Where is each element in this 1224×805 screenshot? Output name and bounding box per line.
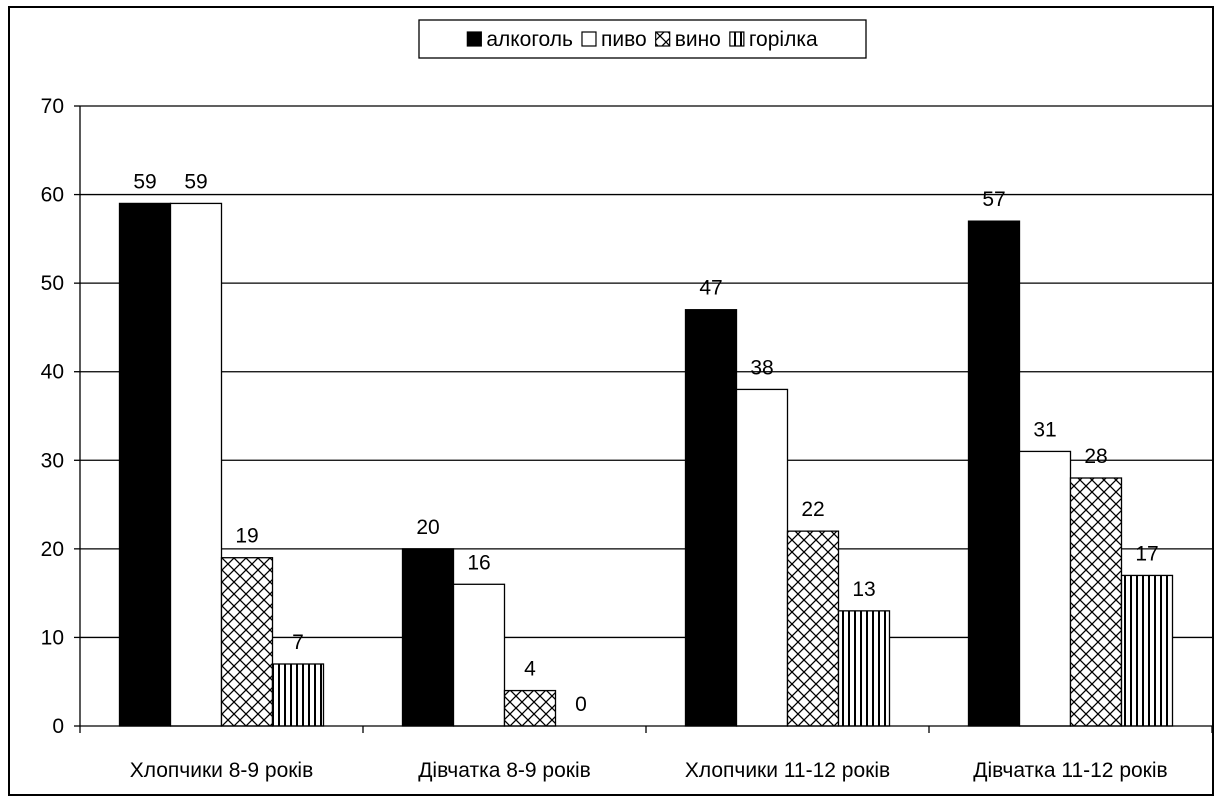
- data-label: 4: [524, 658, 536, 681]
- bars: [118, 202, 1174, 727]
- bar-горілка: [271, 663, 325, 727]
- bar-вино: [503, 689, 557, 727]
- y-tick-label: 60: [41, 184, 64, 207]
- data-label: 7: [292, 631, 304, 654]
- data-label: 38: [750, 356, 773, 379]
- legend-swatch-вино: [655, 31, 671, 47]
- data-label: 20: [416, 516, 439, 539]
- x-category-label: Дівчатка 8-9 років: [418, 759, 591, 782]
- data-label: 13: [852, 578, 875, 601]
- y-tick-label: 40: [41, 361, 64, 384]
- data-label: 57: [982, 188, 1005, 211]
- bar-вино: [220, 557, 274, 727]
- legend-swatch-пиво: [581, 31, 597, 47]
- y-axis-ticks: 0 10 20 30 40 50 60 70: [41, 95, 80, 738]
- data-label: 47: [699, 277, 722, 300]
- bar-пиво: [452, 583, 506, 727]
- data-label: 22: [801, 498, 824, 521]
- legend-label: горілка: [749, 28, 818, 51]
- data-label: 17: [1135, 542, 1158, 565]
- data-label: 31: [1033, 418, 1056, 441]
- bar-вино: [1069, 477, 1123, 727]
- bar-пиво: [735, 388, 789, 727]
- bar-вино: [786, 530, 840, 727]
- legend-swatch-алкоголь: [466, 31, 482, 47]
- legend: алкоголь пиво вино горілка: [418, 19, 867, 59]
- data-label: 59: [133, 170, 156, 193]
- data-label: 28: [1084, 445, 1107, 468]
- legend-label: алкоголь: [486, 28, 573, 51]
- bar-алкоголь: [967, 220, 1021, 727]
- y-tick-label: 10: [41, 626, 64, 649]
- gridlines: [80, 105, 1212, 639]
- y-tick-label: 20: [41, 538, 64, 561]
- legend-box: [418, 19, 867, 59]
- y-tick-label: 0: [52, 715, 64, 738]
- y-tick-label: 50: [41, 272, 64, 295]
- data-label: 16: [467, 551, 490, 574]
- x-axis-categories: Хлопчики 8-9 років Дівчатка 8-9 років Хлоп…: [79, 726, 1213, 782]
- bar-алкоголь: [118, 202, 172, 727]
- legend-swatch-горілка: [729, 31, 745, 47]
- data-label: 59: [184, 170, 207, 193]
- bar-горілка: [1120, 574, 1174, 727]
- bar-горілка: [837, 610, 891, 727]
- legend-label: пиво: [601, 28, 647, 51]
- data-label: 19: [235, 525, 258, 548]
- data-label: 0: [575, 693, 587, 716]
- bar-алкоголь: [684, 309, 738, 727]
- x-category-label: Хлопчики 11-12 років: [685, 759, 890, 782]
- bar-пиво: [169, 202, 223, 727]
- x-category-label: Хлопчики 8-9 років: [130, 759, 314, 782]
- data-labels: 59 59 19 7 20 16 4 0 47 38 22 13 57 31 28 17: [133, 170, 1158, 716]
- y-tick-label: 30: [41, 449, 64, 472]
- legend-label: вино: [675, 28, 721, 51]
- x-category-label: Дівчатка 11-12 років: [973, 759, 1167, 782]
- bar-пиво: [1018, 450, 1072, 727]
- y-tick-label: 70: [41, 95, 64, 118]
- bar-алкоголь: [401, 548, 455, 727]
